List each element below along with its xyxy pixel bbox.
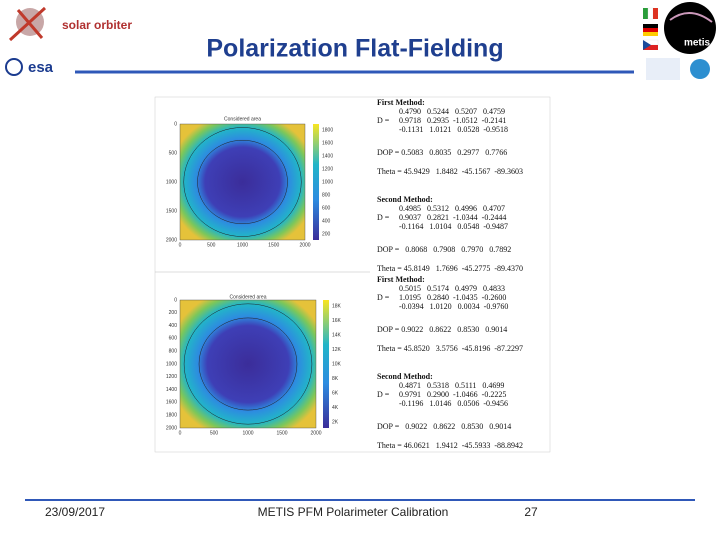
y-tick-label: 2000 (166, 425, 177, 431)
colorbar-tick-label: 600 (322, 205, 331, 211)
colorbar (323, 300, 329, 428)
matrix-row: 0.4985 0.5312 0.4996 0.4707 (399, 204, 505, 213)
x-tick-label: 1500 (268, 242, 279, 248)
matrix-row: 0.4790 0.5244 0.5207 0.4759 (399, 107, 505, 116)
matrix-row: 0.5015 0.5174 0.4979 0.4833 (399, 284, 505, 293)
plot-frame (179, 123, 306, 241)
colorbar-tick-label: 18K (332, 303, 342, 309)
slide-title: Polarization Flat-Fielding (206, 35, 503, 63)
y-tick-label: 200 (169, 310, 178, 316)
contour (183, 303, 313, 425)
y-tick-label: 0 (174, 121, 177, 127)
matrix-row: -0.0394 1.0120 0.0034 -0.9760 (399, 302, 508, 311)
theta-line: Theta = 45.8520 3.5756 -45.8196 -87.2297 (377, 344, 523, 353)
x-tick-label: 1000 (242, 430, 253, 436)
matrix-row: -0.1196 1.0146 0.0506 -0.9456 (399, 399, 508, 408)
x-tick-label: 0 (179, 242, 182, 248)
contour (183, 127, 302, 237)
matrix-label: D = (377, 213, 390, 222)
colorbar-tick-label: 14K (332, 332, 342, 338)
colorbar-tick-label: 12K (332, 347, 342, 353)
heatmap (180, 300, 316, 428)
colorbar (313, 124, 319, 240)
colorbar-tick-label: 10K (332, 361, 342, 367)
method-heading: Second Method: (377, 372, 433, 381)
matrix-label: D = (377, 390, 390, 399)
x-tick-label: 0 (179, 430, 182, 436)
logo-text: metis (684, 38, 711, 49)
logo-text: solar orbiter (62, 18, 132, 32)
plot-title: Considered area (224, 116, 261, 122)
flags (642, 7, 659, 50)
theta-line: Theta = 46.0621 1.9412 -45.5933 -88.8942 (377, 441, 523, 450)
dop-line: DOP = 0.5083 0.8035 0.2977 0.7766 (377, 148, 507, 157)
colorbar-tick-label: 8K (332, 376, 339, 382)
y-tick-label: 500 (169, 150, 178, 156)
page-number: 27 (524, 505, 538, 519)
matrix-row: 0.9791 0.2900 -1.0466 -0.2225 (399, 390, 506, 399)
logo-text: esa (28, 59, 54, 76)
colorbar-tick-label: 1200 (322, 166, 333, 172)
colorbar-tick-label: 800 (322, 192, 331, 198)
dop-line: DOP = 0.9022 0.8622 0.8530 0.9014 (377, 422, 511, 431)
metis-logo: metis (664, 2, 716, 54)
x-tick-label: 2000 (299, 242, 310, 248)
method-heading: First Method: (377, 275, 425, 284)
y-tick-label: 2000 (166, 237, 177, 243)
partner-logos (646, 58, 710, 80)
method-heading: Second Method: (377, 195, 433, 204)
footer-subtitle: METIS PFM Polarimeter Calibration (258, 505, 449, 519)
colorbar-tick-label: 400 (322, 218, 331, 224)
y-tick-label: 1000 (166, 361, 177, 367)
solar-orbiter-logo: solar orbiter (8, 6, 132, 42)
matrix-row: 0.9037 0.2821 -1.0344 -0.2444 (399, 213, 506, 222)
x-tick-label: 1000 (237, 242, 248, 248)
theta-line: Theta = 45.9429 1.8482 -45.1567 -89.3603 (377, 167, 523, 176)
y-tick-label: 1400 (166, 387, 177, 393)
y-tick-label: 1200 (166, 374, 177, 380)
heatmap (180, 124, 305, 240)
y-tick-label: 1800 (166, 413, 177, 419)
contour (197, 139, 288, 225)
colorbar-tick-label: 200 (322, 231, 331, 237)
colorbar-tick-label: 1600 (322, 140, 333, 146)
footer-date: 23/09/2017 (45, 505, 105, 519)
contour (198, 317, 298, 411)
theta-line: Theta = 45.8149 1.7696 -45.2775 -89.4370 (377, 264, 523, 273)
y-tick-label: 1500 (166, 208, 177, 214)
y-tick-label: 400 (169, 323, 178, 329)
colorbar-tick-label: 1400 (322, 153, 333, 159)
y-tick-label: 800 (169, 349, 178, 355)
x-tick-label: 1500 (276, 430, 287, 436)
dop-line: DOP = 0.8068 0.7908 0.7970 0.7892 (377, 245, 511, 254)
x-tick-label: 500 (210, 430, 219, 436)
colorbar-tick-label: 1800 (322, 127, 333, 133)
esa-logo: esa (5, 58, 54, 76)
colorbar-tick-label: 4K (332, 405, 339, 411)
colorbar-tick-label: 6K (332, 390, 339, 396)
dop-line: DOP = 0.9022 0.8622 0.8530 0.9014 (377, 325, 507, 334)
y-tick-label: 1000 (166, 179, 177, 185)
colorbar-tick-label: 16K (332, 318, 342, 324)
plot-title: Considered area (230, 294, 267, 300)
matrix-row: -0.1164 1.0104 0.0548 -0.9487 (399, 222, 508, 231)
matrix-label: D = (377, 116, 390, 125)
x-tick-label: 500 (207, 242, 216, 248)
colorbar-tick-label: 2K (332, 419, 339, 425)
matrix-row: 0.4871 0.5318 0.5111 0.4699 (399, 381, 504, 390)
method-heading: First Method: (377, 98, 425, 107)
y-tick-label: 0 (174, 297, 177, 303)
colorbar-tick-label: 1000 (322, 179, 333, 185)
matrix-row: 0.9718 0.2935 -1.0512 -0.2141 (399, 116, 506, 125)
plot-frame (179, 299, 317, 429)
matrix-label: D = (377, 293, 390, 302)
y-tick-label: 1600 (166, 400, 177, 406)
y-tick-label: 600 (169, 336, 178, 342)
x-tick-label: 2000 (310, 430, 321, 436)
matrix-row: -0.1131 1.0121 0.0528 -0.9518 (399, 125, 508, 134)
matrix-row: 1.0195 0.2840 -1.0435 -0.2600 (399, 293, 506, 302)
